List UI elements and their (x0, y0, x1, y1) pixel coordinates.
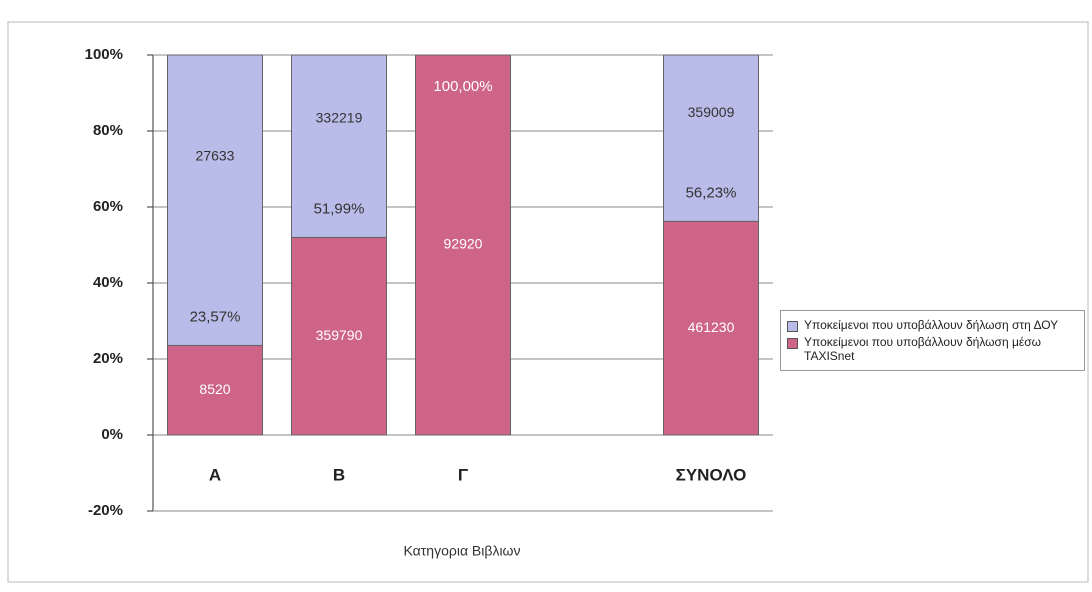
data-label: 461230 (688, 319, 735, 335)
data-label: 359009 (688, 104, 735, 120)
legend-label: Υποκείμενοι που υποβάλλουν δήλωση στη ΔΟ… (804, 318, 1059, 332)
data-label: 332219 (316, 110, 363, 126)
x-tick-label: ΣΥΝΟΛΟ (676, 465, 747, 484)
legend-item: Υποκείμενοι που υποβάλλουν δήλωση μέσω T… (785, 335, 1080, 363)
bar-segment (167, 344, 263, 436)
x-tick-label: A (209, 465, 221, 484)
percent-label: 56,23% (686, 184, 737, 201)
chart-frame (7, 21, 1089, 583)
y-tick-label: 100% (85, 46, 123, 63)
data-label: 359790 (316, 327, 363, 343)
percent-label: 51,99% (314, 200, 365, 217)
x-tick-label: Γ (458, 465, 468, 484)
y-tick-label: 40% (93, 274, 123, 291)
x-axis-label: Κατηγορια Βιβλιων (404, 543, 521, 559)
y-tick-label: 20% (93, 350, 123, 367)
percent-label: 100,00% (433, 78, 492, 95)
y-tick-label: 80% (93, 122, 123, 139)
legend-item: Υποκείμενοι που υποβάλλουν δήλωση στη ΔΟ… (785, 318, 1080, 332)
legend-label: Υποκείμενοι που υποβάλλουν δήλωση μέσω T… (804, 335, 1041, 363)
x-tick-label: B (333, 465, 345, 484)
bar-segment (167, 54, 263, 346)
bar-segment (291, 54, 387, 238)
legend-swatch (787, 338, 798, 349)
data-label: 92920 (444, 236, 483, 252)
bar-segment (663, 54, 759, 222)
data-label: 27633 (196, 147, 235, 163)
legend-swatch (787, 321, 798, 332)
legend: Υποκείμενοι που υποβάλλουν δήλωση στη ΔΟ… (780, 310, 1085, 371)
data-label: 8520 (199, 381, 230, 397)
bar-segment (415, 54, 511, 436)
percent-label: 23,57% (190, 308, 241, 325)
bar-segment (663, 220, 759, 436)
y-tick-label: 0% (101, 426, 123, 443)
y-tick-label: -20% (88, 502, 123, 519)
y-tick-label: 60% (93, 198, 123, 215)
